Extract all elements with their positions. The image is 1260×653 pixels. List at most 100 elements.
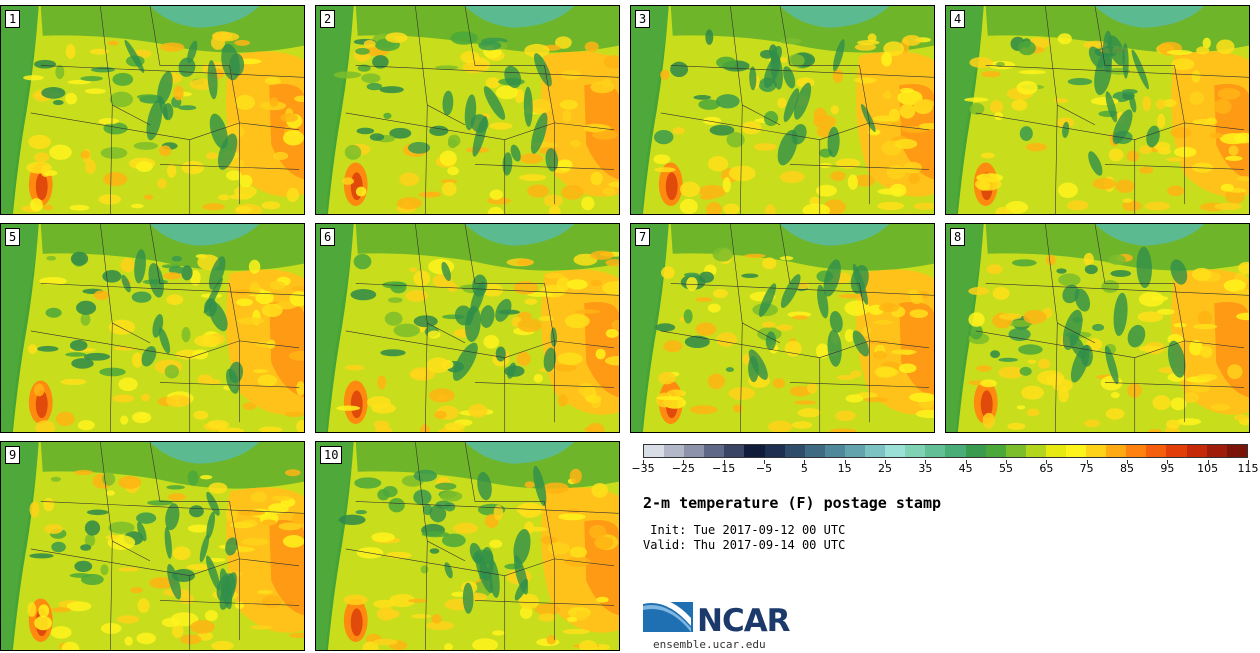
postage-stamp-map: 2 [315, 5, 620, 215]
colorbar-segment [744, 445, 765, 457]
postage-stamp-map: 10 [315, 441, 620, 651]
valid-time: Valid: Thu 2017-09-14 00 UTC [643, 538, 846, 552]
colorbar-segment [1106, 445, 1127, 457]
colorbar-tick [804, 460, 806, 464]
postage-stamp-map: 8 [945, 223, 1250, 433]
colorbar-segment [1186, 445, 1207, 457]
colorbar-tick [1248, 460, 1249, 464]
colorbar-segment [684, 445, 705, 457]
colorbar-tick-label: 95 [1160, 462, 1175, 475]
colorbar-tick [723, 460, 725, 464]
colorbar-tick-label: −5 [755, 462, 773, 475]
temperature-field [631, 224, 934, 432]
member-label: 5 [5, 228, 21, 246]
colorbar-segment [865, 445, 886, 457]
colorbar-segment [644, 445, 665, 457]
temperature-field [316, 442, 619, 650]
temperature-colorbar [643, 444, 1248, 458]
colorbar-tick-label: 105 [1197, 462, 1219, 475]
temperature-field [946, 224, 1249, 432]
colorbar-segment [784, 445, 805, 457]
colorbar-tick [764, 460, 765, 464]
colorbar-tick [844, 460, 846, 464]
colorbar-tick-label: −35 [631, 462, 655, 475]
colorbar-segment [885, 445, 906, 457]
colorbar-segment [1206, 445, 1227, 457]
colorbar-segment [965, 445, 986, 457]
colorbar-tick [683, 460, 685, 464]
colorbar-segment [1166, 445, 1187, 457]
colorbar-tick [1046, 460, 1048, 464]
temperature-field [1, 6, 304, 214]
colorbar-tick [643, 460, 644, 464]
colorbar-segment [1025, 445, 1046, 457]
member-label: 3 [635, 10, 651, 28]
colorbar-segment [764, 445, 785, 457]
member-label: 4 [950, 10, 966, 28]
colorbar-tick [925, 460, 927, 464]
init-time: Init: Tue 2017-09-12 00 UTC [643, 523, 846, 537]
colorbar-tick [1006, 460, 1007, 464]
member-label: 9 [5, 446, 21, 464]
colorbar-segment [1086, 445, 1107, 457]
colorbar-segment [985, 445, 1006, 457]
colorbar-segment [1146, 445, 1167, 457]
colorbar-tick-label: −25 [671, 462, 695, 475]
product-title: 2-m temperature (F) postage stamp [643, 494, 942, 512]
colorbar-tick-label: −15 [712, 462, 736, 475]
colorbar-tick-label: 85 [1120, 462, 1134, 475]
postage-stamp-map: 3 [630, 5, 935, 215]
postage-stamp-map: 7 [630, 223, 935, 433]
colorbar-ticks: −35 −25 −15 −5 5 15 25 35 45 55 65 75 85 95 105 115 [631, 460, 1259, 476]
colorbar-segment [724, 445, 745, 457]
logo-text: NCAR [697, 603, 791, 639]
postage-stamp-map: 9 [0, 441, 305, 651]
temperature-field [631, 6, 934, 214]
colorbar-segment [1065, 445, 1087, 457]
colorbar-tick [1207, 460, 1209, 464]
colorbar-segment [844, 445, 866, 457]
colorbar-tick [1086, 460, 1088, 464]
temperature-field [1, 224, 304, 432]
colorbar-tick-label: 15 [837, 462, 852, 475]
colorbar-tick-label: 5 [800, 462, 808, 475]
colorbar-tick [965, 460, 967, 464]
colorbar-tick-label: 25 [878, 462, 892, 475]
colorbar-segment [1005, 445, 1026, 457]
colorbar-segment [824, 445, 845, 457]
member-label: 8 [950, 228, 966, 246]
colorbar-tick [885, 460, 886, 464]
colorbar-segment [804, 445, 825, 457]
colorbar-segment [1126, 445, 1147, 457]
site-url: ensemble.ucar.edu [653, 638, 766, 651]
colorbar-segment [945, 445, 966, 457]
colorbar-tick-label: 115 [1237, 462, 1259, 475]
colorbar-tick-label: 35 [918, 462, 933, 475]
colorbar-tick-label: 55 [999, 462, 1013, 475]
member-label: 7 [635, 228, 651, 246]
temperature-field [1, 442, 304, 650]
colorbar-tick-label: 75 [1079, 462, 1094, 475]
temperature-field [316, 224, 619, 432]
colorbar-tick-label: 65 [1039, 462, 1054, 475]
colorbar-tick [1127, 460, 1128, 464]
member-label: 1 [5, 10, 21, 28]
postage-stamp-map: 6 [315, 223, 620, 433]
postage-stamp-map: 4 [945, 5, 1250, 215]
temperature-field [316, 6, 619, 214]
ncar-logo-icon [643, 597, 693, 632]
colorbar-tick-label: 45 [958, 462, 973, 475]
colorbar-tick [1167, 460, 1169, 464]
member-label: 10 [320, 446, 343, 464]
temperature-field [946, 6, 1249, 214]
colorbar-segment [1226, 445, 1247, 457]
colorbar-segment [664, 445, 685, 457]
member-label: 2 [320, 10, 336, 28]
colorbar-segment [1045, 445, 1066, 457]
colorbar-segment [704, 445, 725, 457]
postage-stamp-map: 5 [0, 223, 305, 433]
colorbar-segment [905, 445, 926, 457]
postage-stamp-map: 1 [0, 5, 305, 215]
colorbar-segment [925, 445, 946, 457]
member-label: 6 [320, 228, 336, 246]
